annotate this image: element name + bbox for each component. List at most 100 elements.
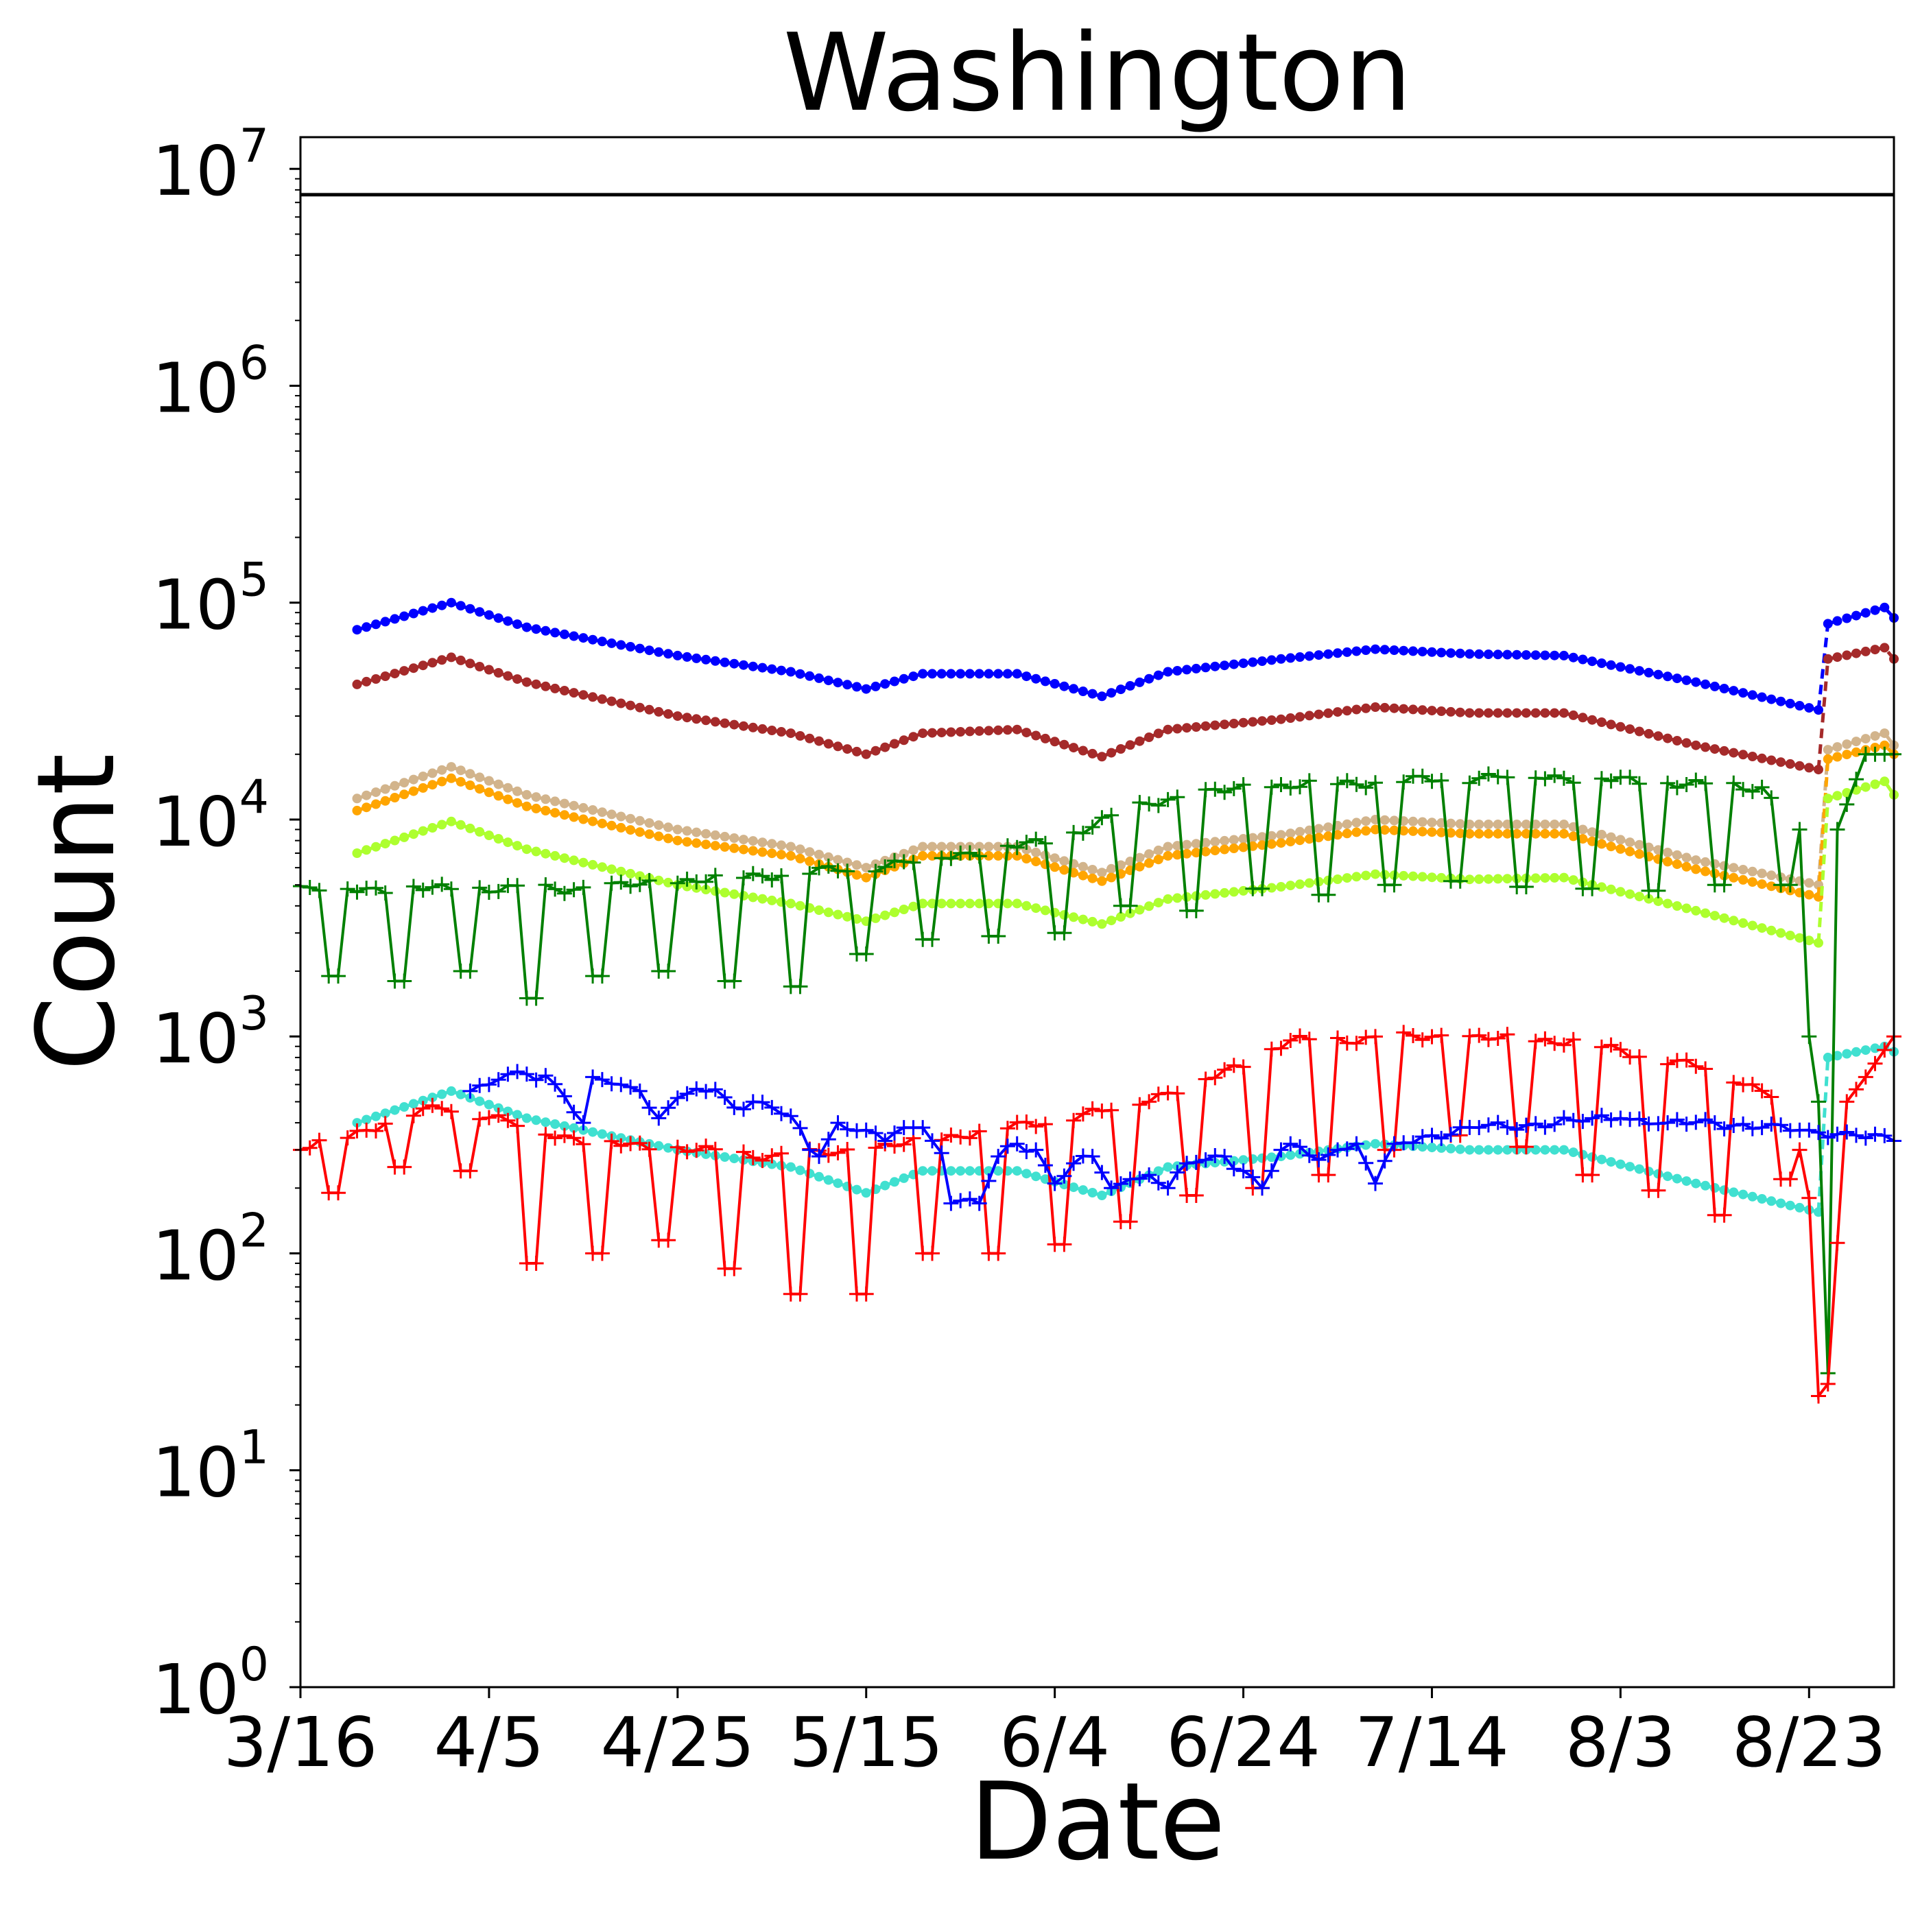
data-point bbox=[446, 652, 456, 663]
data-point bbox=[1031, 730, 1041, 741]
data-point bbox=[1182, 848, 1192, 859]
data-point bbox=[1255, 881, 1270, 896]
data-point bbox=[717, 1090, 733, 1105]
data-point bbox=[1021, 901, 1032, 911]
data-point bbox=[547, 881, 563, 897]
series-line bbox=[1827, 731, 1895, 752]
data-point bbox=[1182, 723, 1192, 733]
data-point bbox=[1681, 903, 1692, 914]
data-point bbox=[1880, 728, 1890, 739]
y-tick-label: 106 bbox=[152, 336, 269, 428]
data-point bbox=[613, 874, 629, 890]
data-point bbox=[707, 1141, 723, 1157]
data-point bbox=[1330, 776, 1345, 792]
data-point bbox=[1851, 610, 1861, 621]
data-point bbox=[927, 898, 937, 909]
data-point bbox=[1323, 831, 1334, 842]
data-point bbox=[1606, 1157, 1616, 1167]
data-point bbox=[820, 858, 836, 874]
series-blue-dots bbox=[352, 597, 1899, 715]
data-point bbox=[396, 1159, 412, 1175]
data-point bbox=[576, 1136, 591, 1152]
data-point bbox=[1304, 711, 1314, 721]
data-point bbox=[644, 829, 654, 839]
data-point bbox=[1200, 663, 1211, 673]
data-point bbox=[908, 845, 918, 855]
data-point bbox=[1691, 677, 1701, 687]
data-point bbox=[1012, 850, 1022, 861]
data-point bbox=[1229, 887, 1239, 897]
data-point bbox=[1414, 768, 1430, 784]
data-point bbox=[925, 931, 940, 947]
data-point bbox=[1217, 785, 1233, 800]
data-point bbox=[956, 727, 966, 737]
data-point bbox=[588, 805, 598, 815]
data-point bbox=[490, 1108, 506, 1123]
data-point bbox=[748, 846, 758, 856]
data-point bbox=[1842, 650, 1852, 660]
data-point bbox=[1521, 828, 1531, 839]
data-point bbox=[550, 796, 560, 807]
data-point bbox=[531, 624, 541, 634]
data-point bbox=[953, 1193, 969, 1208]
data-point bbox=[1087, 916, 1098, 927]
data-point bbox=[1530, 820, 1541, 829]
data-point bbox=[1144, 858, 1154, 868]
data-point bbox=[1556, 1037, 1572, 1053]
data-point bbox=[1832, 652, 1842, 663]
data-point bbox=[1311, 1152, 1327, 1168]
data-point bbox=[1361, 703, 1371, 713]
data-point bbox=[842, 680, 853, 690]
data-point bbox=[1085, 1149, 1100, 1165]
data-point bbox=[823, 676, 833, 686]
data-point bbox=[1512, 828, 1522, 839]
data-point bbox=[437, 820, 447, 830]
series-gap-line bbox=[1816, 759, 1830, 897]
data-point bbox=[729, 719, 739, 730]
data-point bbox=[446, 597, 456, 608]
data-point bbox=[1031, 1171, 1041, 1182]
data-point bbox=[1782, 1171, 1798, 1187]
data-point bbox=[1427, 1143, 1437, 1153]
data-point bbox=[380, 1108, 390, 1119]
data-point bbox=[726, 1099, 742, 1115]
data-point bbox=[1575, 1114, 1591, 1130]
data-point bbox=[1257, 840, 1267, 850]
data-point bbox=[1754, 1083, 1770, 1099]
data-point bbox=[925, 1133, 940, 1149]
data-point bbox=[861, 684, 871, 694]
data-point bbox=[953, 1129, 969, 1145]
data-point bbox=[425, 1097, 440, 1113]
data-point bbox=[842, 857, 853, 868]
data-point bbox=[1349, 776, 1364, 792]
data-point bbox=[701, 828, 711, 839]
data-point bbox=[729, 1154, 739, 1164]
data-point bbox=[1568, 831, 1578, 842]
data-point bbox=[833, 909, 843, 920]
data-point bbox=[833, 741, 843, 752]
data-point bbox=[597, 1129, 607, 1139]
data-point bbox=[1132, 1171, 1148, 1186]
data-point bbox=[1502, 708, 1513, 718]
data-point bbox=[999, 1121, 1015, 1136]
data-point bbox=[1547, 1036, 1563, 1051]
data-point bbox=[1738, 918, 1749, 928]
data-point bbox=[1512, 820, 1522, 829]
data-point bbox=[1182, 665, 1192, 675]
data-point bbox=[1019, 1144, 1034, 1160]
data-point bbox=[1688, 772, 1704, 788]
data-point bbox=[1059, 865, 1069, 875]
data-point bbox=[1276, 714, 1286, 724]
data-point bbox=[1502, 649, 1513, 660]
data-point bbox=[437, 1089, 447, 1099]
data-point bbox=[1069, 912, 1079, 922]
data-point bbox=[531, 679, 541, 689]
data-point bbox=[1465, 828, 1475, 839]
data-point bbox=[1493, 828, 1503, 839]
data-point bbox=[672, 650, 683, 660]
data-point bbox=[858, 1122, 874, 1138]
data-point bbox=[455, 601, 466, 611]
data-point bbox=[556, 1088, 572, 1104]
data-point bbox=[408, 663, 418, 673]
